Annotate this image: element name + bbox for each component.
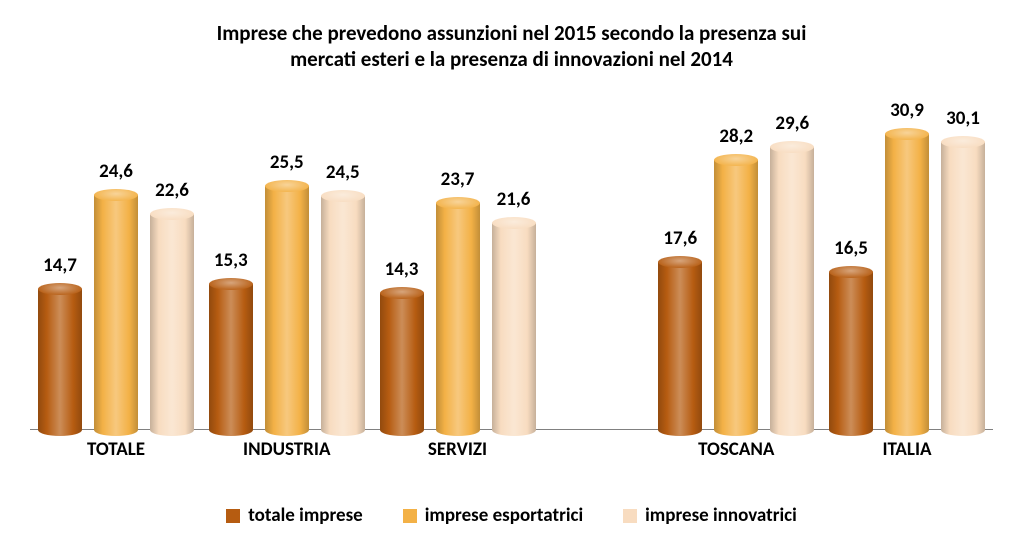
legend-item: imprese innovatrici [623,504,797,527]
value-label: 24,6 [86,160,146,183]
chart-title-line1: Imprese che prevedono assunzioni nel 201… [217,20,807,46]
value-label: 24,5 [313,161,373,184]
bar-top-ellipse [321,190,365,202]
legend-label: imprese esportatrici [425,504,583,527]
bar-bottom-ellipse [38,424,82,436]
bar-bottom-ellipse [941,424,985,436]
plot-area: 14,724,622,6TOTALE15,325,524,5INDUSTRIA1… [30,95,993,430]
bar-bottom-ellipse [265,424,309,436]
bar [265,186,309,430]
bar [941,142,985,430]
bar-top-ellipse [885,128,929,140]
value-label: 29,6 [762,112,822,135]
legend-swatch [403,509,417,523]
bar [321,196,365,431]
bar-bottom-ellipse [94,424,138,436]
bar-top-ellipse [492,217,536,229]
bar [492,223,536,430]
bar-bottom-ellipse [714,424,758,436]
bar [38,289,82,430]
bar [714,160,758,430]
legend-swatch [623,509,637,523]
bar [829,272,873,430]
bar-bottom-ellipse [209,424,253,436]
bar-bottom-ellipse [658,424,702,436]
category-label: TOTALE [38,438,194,461]
value-label: 14,3 [372,258,432,281]
value-label: 23,7 [428,168,488,191]
legend: totale imprese imprese esportatrici impres… [30,504,993,527]
value-label: 21,6 [484,188,544,211]
bar-top-ellipse [94,189,138,201]
value-label: 16,5 [821,237,881,260]
value-label: 30,9 [877,99,937,122]
value-label: 17,6 [650,227,710,250]
bar [436,203,480,430]
bar-top-ellipse [829,266,873,278]
bar [209,284,253,430]
category-label: TOSCANA [658,438,814,461]
legend-swatch [226,509,240,523]
value-label: 25,5 [257,151,317,174]
bar [770,147,814,430]
category-label: ITALIA [829,438,985,461]
chart-container: Imprese che prevedono assunzioni nel 201… [0,0,1023,557]
chart-title-line2: mercati esteri e la presenza di innovazi… [290,46,733,72]
bar-top-ellipse [436,197,480,209]
bar-bottom-ellipse [380,424,424,436]
category-label: SERVIZI [380,438,536,461]
bar-top-ellipse [770,141,814,153]
bar [658,262,702,430]
bar-top-ellipse [380,287,424,299]
bar-bottom-ellipse [492,424,536,436]
bar-bottom-ellipse [829,424,873,436]
bar-top-ellipse [941,136,985,148]
legend-item: imprese esportatrici [403,504,583,527]
value-label: 22,6 [142,179,202,202]
bar-top-ellipse [658,256,702,268]
bar [150,214,194,430]
bar [885,134,929,430]
bar-top-ellipse [209,278,253,290]
legend-label: imprese innovatrici [645,504,797,527]
bar-top-ellipse [38,283,82,295]
legend-item: totale imprese [226,504,363,527]
value-label: 15,3 [201,249,261,272]
chart-title: Imprese che prevedono assunzioni nel 201… [0,20,1023,73]
value-label: 28,2 [706,125,766,148]
bar-top-ellipse [714,154,758,166]
bar-bottom-ellipse [436,424,480,436]
bar-top-ellipse [265,180,309,192]
bar-bottom-ellipse [885,424,929,436]
bar-bottom-ellipse [150,424,194,436]
category-label: INDUSTRIA [209,438,365,461]
bar-bottom-ellipse [770,424,814,436]
bar [380,293,424,430]
bar-top-ellipse [150,208,194,220]
legend-label: totale imprese [248,504,363,527]
bar-bottom-ellipse [321,424,365,436]
value-label: 30,1 [933,107,993,130]
bar [94,195,138,430]
value-label: 14,7 [30,254,90,277]
